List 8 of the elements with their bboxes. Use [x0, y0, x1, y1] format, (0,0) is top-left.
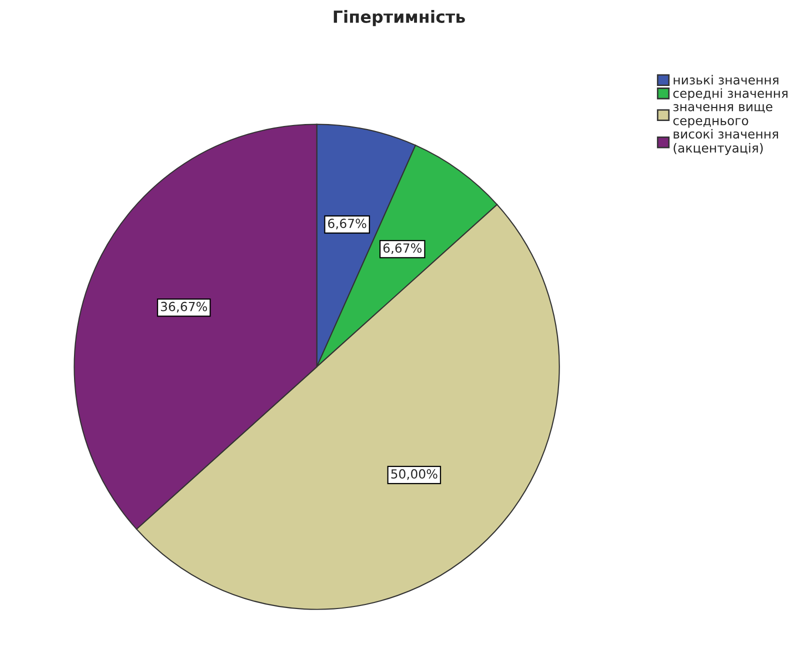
data-label: 6,67%: [328, 218, 366, 230]
legend-label: низькі значення: [674, 74, 778, 85]
legend-label: середні значення: [673, 88, 788, 100]
data-label: 6,67%: [383, 243, 422, 254]
chart-title: Гіпертимність: [334, 10, 465, 26]
legend-label: високі значення (акцентуація): [674, 128, 778, 156]
data-label: 50,00%: [391, 469, 438, 480]
data-label: 36,67%: [160, 302, 208, 313]
